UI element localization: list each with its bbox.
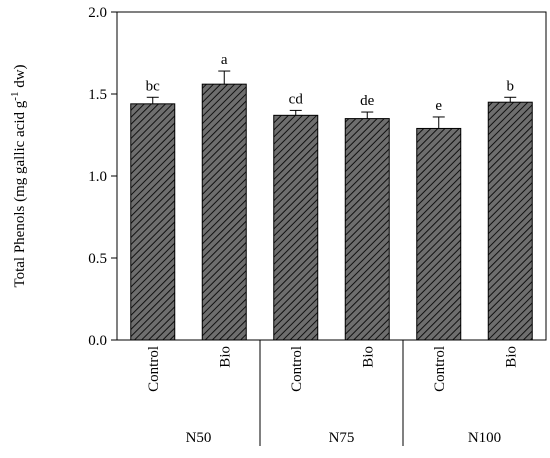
value-label: cd bbox=[289, 91, 304, 107]
value-label: b bbox=[507, 78, 515, 94]
x-tick-label: Control bbox=[289, 346, 305, 392]
bar bbox=[344, 118, 390, 341]
y-tick-label: 0.5 bbox=[88, 251, 107, 267]
value-label: e bbox=[435, 98, 442, 114]
y-tick-label: 1.0 bbox=[88, 169, 107, 185]
bar bbox=[130, 103, 176, 341]
value-label: a bbox=[221, 52, 228, 68]
group-label: N50 bbox=[186, 430, 212, 446]
y-tick-label: 2.0 bbox=[88, 5, 107, 21]
x-tick-label: Control bbox=[146, 346, 162, 392]
x-tick-label: Bio bbox=[217, 346, 233, 368]
y-tick-label: 0.0 bbox=[88, 333, 107, 349]
x-tick-label: Bio bbox=[503, 346, 519, 368]
bar bbox=[487, 101, 533, 341]
bar bbox=[416, 127, 462, 341]
value-label: de bbox=[360, 93, 375, 109]
value-label: bc bbox=[146, 78, 161, 94]
plot-frame bbox=[116, 11, 547, 341]
x-tick-label: Control bbox=[432, 346, 448, 392]
x-tick-label: Bio bbox=[360, 346, 376, 368]
bar bbox=[201, 83, 247, 341]
group-label: N100 bbox=[468, 430, 501, 446]
bar bbox=[273, 114, 319, 341]
y-tick-label: 1.5 bbox=[88, 87, 107, 103]
y-axis-label: Total Phenols (mg gallic acid g-1 dw) bbox=[9, 64, 28, 287]
group-label: N75 bbox=[329, 430, 355, 446]
